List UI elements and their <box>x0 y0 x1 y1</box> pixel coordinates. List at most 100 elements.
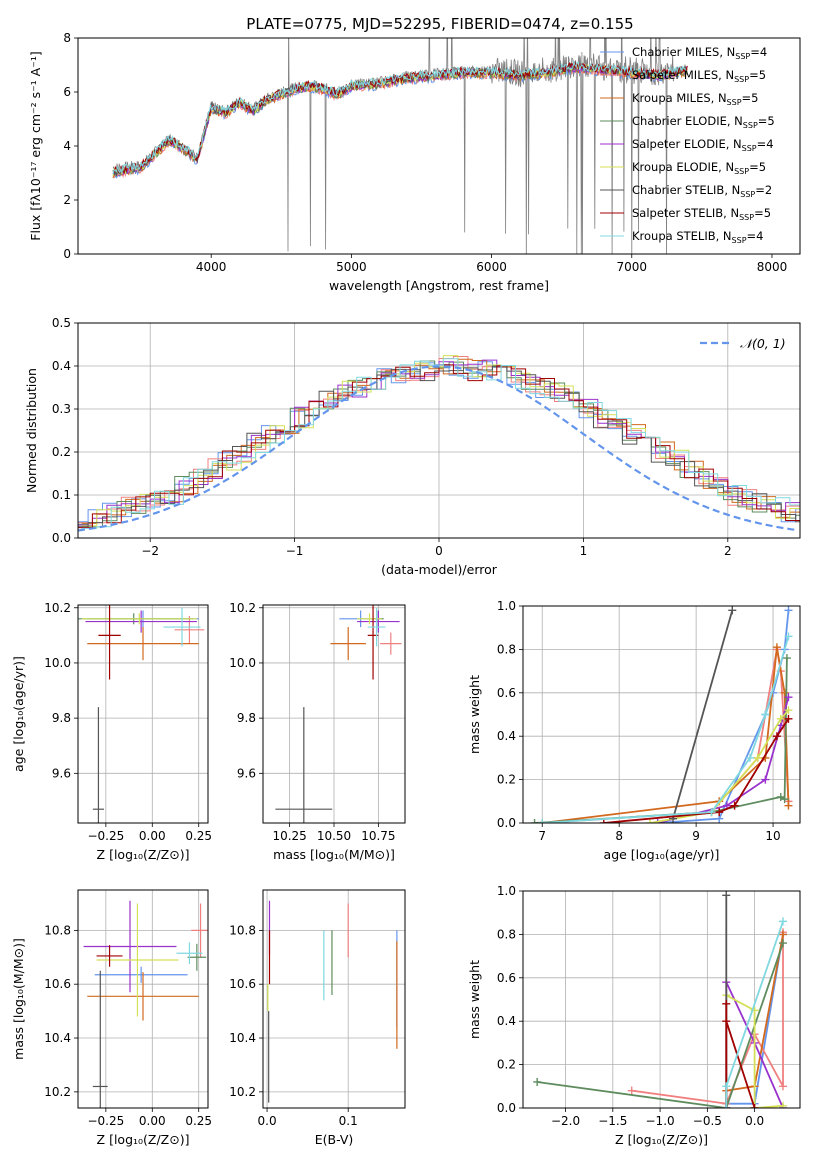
y-tick-label: 0.2 <box>497 773 516 787</box>
x-tick-label: 0.0 <box>745 1114 764 1128</box>
y-tick-label: 0.8 <box>497 927 516 941</box>
x-tick-label: 7 <box>538 829 546 843</box>
y-tick-label: 0.4 <box>497 729 516 743</box>
observed-spectrum-line <box>112 38 675 254</box>
mass-weight-line <box>725 1003 756 1108</box>
residual-histogram <box>78 358 800 531</box>
x-axis-label: wavelength [Angstrom, rest frame] <box>329 278 549 293</box>
mass-weight-marker <box>730 801 739 810</box>
legend-entry: Kroupa STELIB, NSSP=4 <box>632 229 763 245</box>
legend-entry: Salpeter MILES, NSSP=5 <box>632 68 766 84</box>
x-tick-label: 0.00 <box>139 829 166 843</box>
y-tick-label: 8 <box>63 31 71 45</box>
y-tick-label: 10.2 <box>44 1085 71 1099</box>
plot-area <box>78 355 800 532</box>
plot-area <box>530 606 793 823</box>
x-axis-label: E(B-V) <box>315 1132 354 1147</box>
age-vs-metallicity-panel: −0.25 0.00 0.25 9.6 9.8 10.0 10.2 Z [log₁₀(Z/Z⊙… <box>11 601 212 862</box>
mass-weight-marker <box>784 632 793 641</box>
x-axis-label: age [log₁₀(age/yr)] <box>604 847 720 862</box>
x-tick-label: −0.5 <box>693 1114 722 1128</box>
y-tick-label: 0.2 <box>497 1058 516 1072</box>
y-tick-label: 0.1 <box>52 488 71 502</box>
legend-entry: Chabrier ELODIE, NSSP=5 <box>632 114 775 130</box>
legend-entry: Kroupa MILES, NSSP=5 <box>632 91 758 107</box>
plot-area <box>275 605 402 823</box>
legend-subscript: SSP <box>734 167 749 176</box>
y-tick-label: 10.0 <box>229 656 256 670</box>
mass-weight-marker <box>761 775 770 784</box>
plot-area <box>83 900 208 1108</box>
y-tick-label: 10.2 <box>229 601 256 615</box>
x-tick-label: 8000 <box>757 260 788 274</box>
legend-suffix: =5 <box>758 114 775 128</box>
mass-weight-marker <box>780 795 789 804</box>
y-tick-label: 0.4 <box>497 1014 516 1028</box>
x-tick-label: 0.00 <box>139 1114 166 1128</box>
x-tick-label: 7000 <box>616 260 647 274</box>
axes-frame <box>522 890 801 1109</box>
legend-subscript: SSP <box>735 52 750 61</box>
y-axis-label: age [log₁₀(age/yr)] <box>11 656 26 772</box>
mass-weight-marker <box>645 819 654 823</box>
legend-label: Salpeter MILES, N <box>632 68 734 82</box>
x-axis-label: Z [log₁₀(Z/Z⊙)] <box>615 1132 708 1147</box>
mass-weight-marker <box>722 999 731 1008</box>
axes-frame <box>262 604 406 824</box>
y-tick-label: 0.0 <box>497 816 516 830</box>
y-tick-label: 9.6 <box>237 766 256 780</box>
y-tick-label: 10.0 <box>44 656 71 670</box>
mass-weight-marker <box>599 819 608 823</box>
x-tick-label: −2.0 <box>551 1114 580 1128</box>
legend-subscript: SSP <box>742 144 757 153</box>
x-tick-label: −1 <box>286 544 304 558</box>
axes-frame <box>77 889 209 1109</box>
x-tick-label: 10 <box>765 829 780 843</box>
mass-weight-marker <box>722 891 731 900</box>
x-tick-label: 5000 <box>336 260 367 274</box>
axes-frame <box>77 604 209 824</box>
mass-weight-marker <box>745 753 754 762</box>
legend-label: Kroupa MILES, N <box>632 91 727 105</box>
mass-weight-marker <box>776 714 785 723</box>
legend-suffix: =4 <box>757 137 774 151</box>
x-tick-label: 0.1 <box>339 1114 358 1128</box>
residual-histogram <box>78 356 800 526</box>
mass-weight-marker <box>750 1104 759 1108</box>
mass-weight-marker <box>728 606 737 615</box>
legend-label: Chabrier ELODIE, N <box>632 114 743 128</box>
age-vs-mass-panel: 10.25 10.50 10.75 9.6 9.8 10.0 10.2 mass [log₁₀… <box>229 601 406 862</box>
x-tick-label: −0.25 <box>87 829 124 843</box>
model-spectrum-line <box>112 60 688 175</box>
legend-entry: Salpeter STELIB, NSSP=5 <box>632 206 771 222</box>
x-tick-label: 10.25 <box>272 829 306 843</box>
legend-suffix: =5 <box>749 68 766 82</box>
mass-weight-marker <box>653 819 662 823</box>
x-tick-label: 0.25 <box>185 1114 212 1128</box>
mass-vs-ebv-panel: 0.0 0.1 10.2 10.4 10.6 10.8 E(B-V) <box>229 889 406 1147</box>
mass-weight-marker <box>715 808 724 817</box>
y-tick-label: 10.8 <box>229 923 256 937</box>
model-spectrum-line <box>112 66 688 179</box>
residuals-panel: −2 −1 0 1 2 0.0 0.1 0.2 0.3 0.4 0.5 (data-model)/er… <box>24 316 801 577</box>
residual-histogram <box>78 360 800 528</box>
legend-suffix: =5 <box>754 206 771 220</box>
x-axis-label: Z [log₁₀(Z/Z⊙)] <box>97 1132 190 1147</box>
mass-weight-line <box>672 610 734 819</box>
legend-label: Salpeter STELIB, N <box>632 206 739 220</box>
mass-weight-marker <box>772 732 781 741</box>
legend-subscript: SSP <box>732 236 747 245</box>
y-tick-label: 9.8 <box>237 711 256 725</box>
y-tick-label: 0.6 <box>497 971 516 985</box>
legend-entry: Chabrier MILES, NSSP=4 <box>632 45 767 61</box>
x-tick-label: 10.75 <box>361 829 395 843</box>
mass-weight-line <box>534 658 788 823</box>
y-tick-label: 0.8 <box>497 642 516 656</box>
y-tick-label: 10.6 <box>44 977 71 991</box>
y-axis-label: mass [log₁₀(M/M⊙)] <box>11 938 26 1060</box>
y-tick-label: 0.0 <box>52 531 71 545</box>
y-tick-label: 10.8 <box>44 923 71 937</box>
y-tick-label: 0.6 <box>497 686 516 700</box>
mass-weight-marker <box>784 706 793 715</box>
